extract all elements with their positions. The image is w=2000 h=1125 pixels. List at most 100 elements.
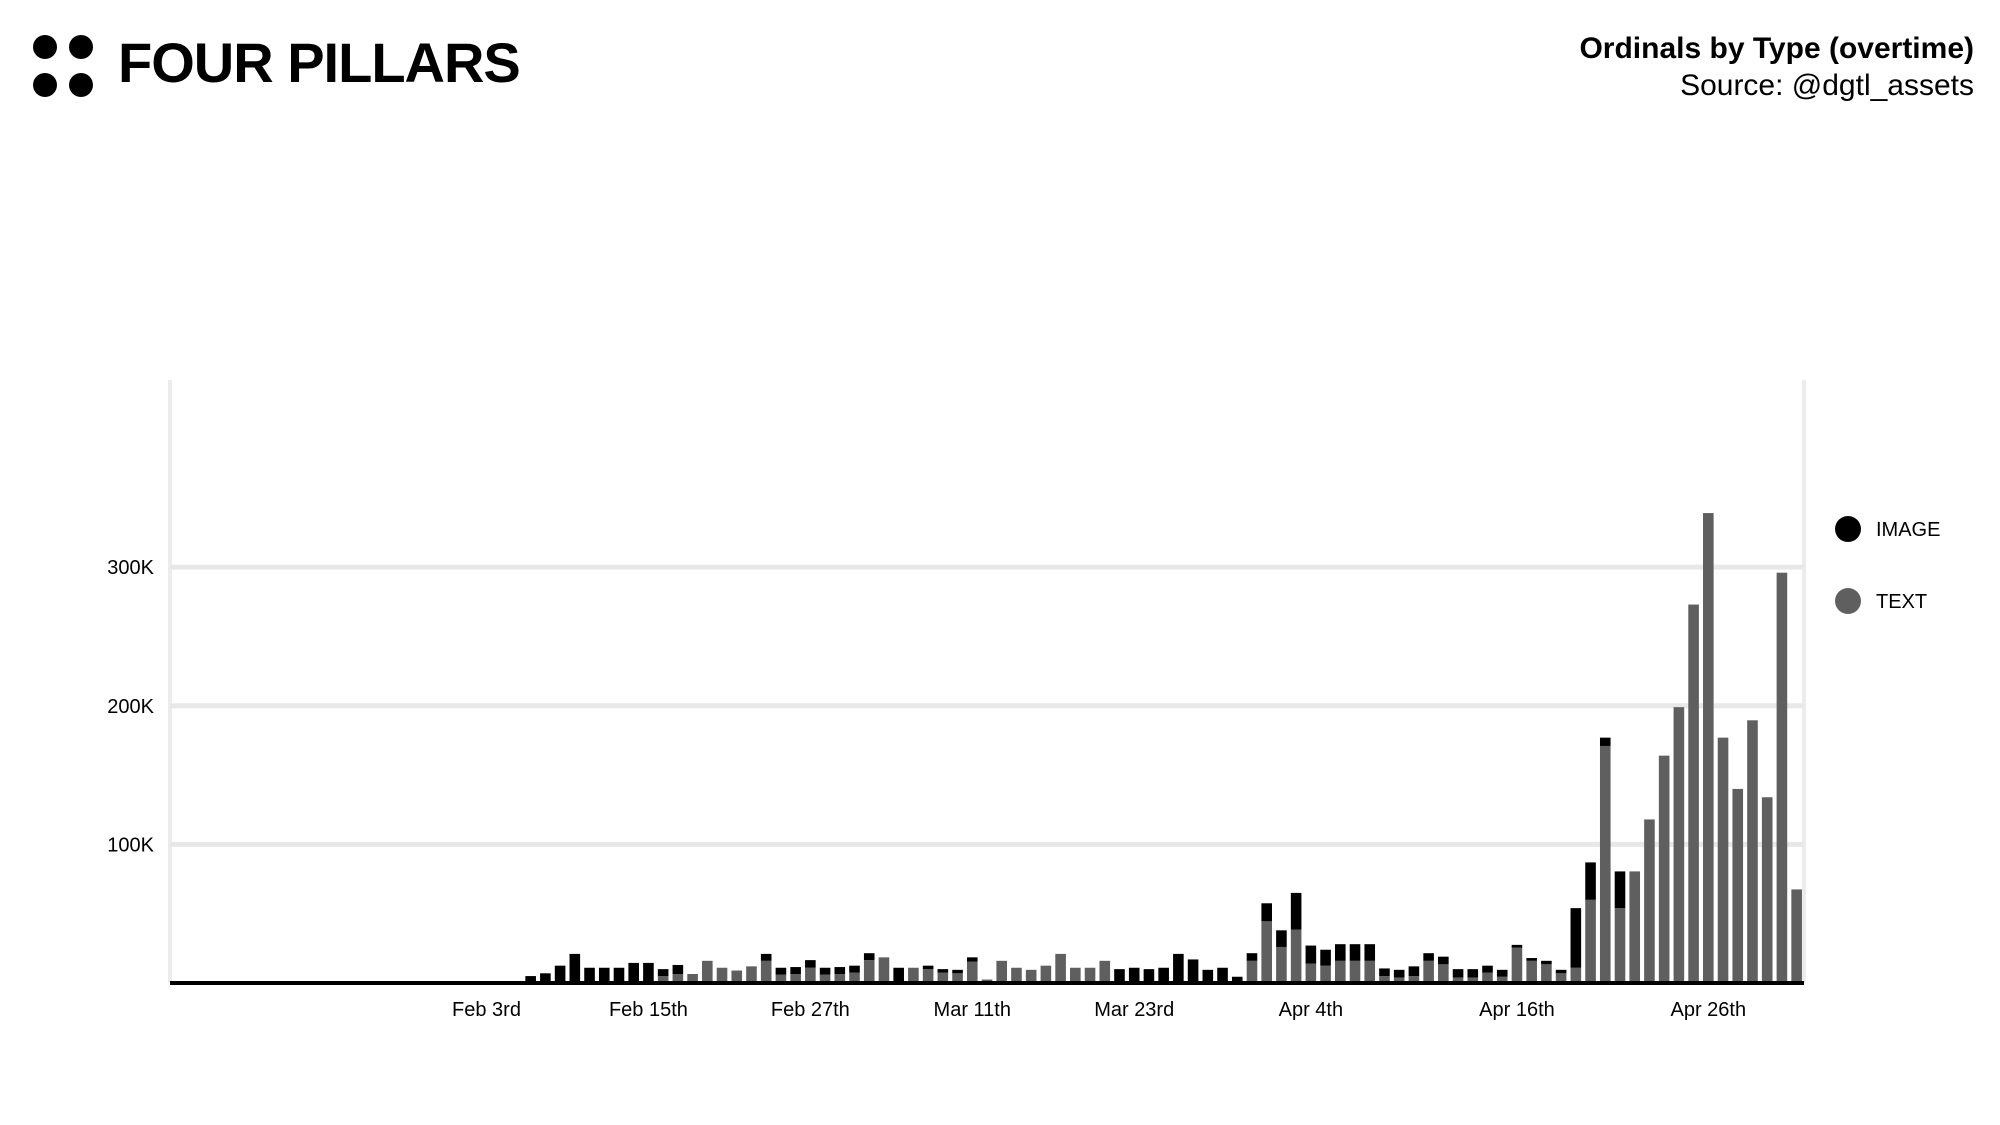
bar-text [1703,513,1714,983]
bar-text [878,957,890,983]
bar-text [849,972,860,983]
logo-icon [33,35,95,97]
bar-image [657,969,669,977]
bar-image [1158,967,1169,983]
bar-text [1423,960,1434,983]
bar-image [1320,949,1331,966]
bar-text [1452,977,1464,983]
bar-image [1114,969,1125,983]
bar-text [1658,755,1670,983]
bar-image [672,964,684,974]
bar-image [863,953,875,961]
bar-text [1261,921,1272,983]
bar-image [1202,969,1214,983]
bar-image [1496,969,1508,977]
bar-text [1482,972,1493,983]
bar-image [1173,953,1184,983]
bar-image [598,967,610,983]
bar-image [554,965,566,983]
y-tick-label: 100K [107,834,154,856]
bar-text [1334,960,1346,983]
bar-image [893,967,904,983]
legend-label-text: TEXT [1876,591,1927,613]
bar-text [716,967,728,983]
bar-text [702,960,713,983]
x-tick-label: Apr 26th [1671,999,1747,1021]
bar-text [731,970,743,983]
bar-text [1644,819,1655,983]
bar-image [1614,871,1626,909]
bar-image [1276,930,1287,947]
bar-text [863,960,875,983]
bar-text [1511,947,1523,983]
bar-image [1438,956,1449,965]
bar-image [1379,968,1390,977]
bar-text [908,967,919,983]
bar-text [1276,946,1287,983]
bar-image [1408,966,1420,977]
bar-text [1585,899,1596,983]
bar-text [1747,720,1758,983]
bar-image [540,973,551,983]
bar-text [1379,976,1390,983]
bar-image [952,969,963,974]
bar-image [1364,944,1376,961]
bar-text [1025,969,1037,983]
bar-image [1599,737,1611,746]
bar-text [1496,976,1508,983]
bar-text [1305,963,1317,983]
chart-header: Ordinals by Type (overtime) Source: @dgt… [1579,30,1974,104]
bar-text [1732,788,1744,983]
bar-text [805,967,816,983]
bar-text [1761,797,1773,983]
bar-image [525,976,536,983]
bar-text [1320,965,1331,983]
bar-text [819,974,831,983]
bar-image [805,960,816,968]
bar-image [1217,967,1228,983]
bar-image [1305,945,1317,964]
brand-name: FOUR PILLARS [118,31,521,94]
bar-image [1541,960,1552,965]
bar-image [1290,892,1302,930]
bar-image [834,967,846,974]
bar-image [1452,969,1464,978]
bar-image [1334,944,1346,961]
y-tick-label: 300K [107,557,154,579]
bar-text [1290,929,1302,983]
bar-image [1585,862,1596,900]
bar-text [922,969,934,983]
bar-image [790,967,801,974]
bar-image [922,965,934,970]
x-tick-label: Apr 4th [1279,999,1343,1021]
bar-text [952,973,963,983]
bar-image [1482,965,1493,973]
x-tick-label: Mar 23rd [1094,999,1174,1021]
bar-text [1673,707,1685,983]
bar-image [1261,903,1272,922]
bar-text [687,973,698,983]
chart-title: Ordinals by Type (overtime) [1579,32,1974,65]
bar-image [1555,969,1567,974]
x-tick-label: Mar 11th [934,999,1011,1021]
bar-image [819,967,831,975]
bar-text [1070,967,1081,983]
bar-text [1526,960,1537,983]
x-tick-label: Feb 3rd [452,999,521,1021]
bar-text [790,973,801,983]
bar-text [1349,960,1361,983]
bar-text [1776,572,1788,983]
bar-text [672,973,684,983]
legend-marker-image [1835,516,1861,542]
bar-image [584,967,595,983]
legend-label-image: IMAGE [1876,519,1940,541]
bar-text [760,960,772,983]
bar-image [849,965,860,973]
bar-text [1467,977,1479,983]
bar-text [1791,889,1802,983]
bar-text [1040,965,1052,983]
bar-text [966,961,978,983]
bar-text [834,973,846,983]
bar-image [1246,953,1258,961]
